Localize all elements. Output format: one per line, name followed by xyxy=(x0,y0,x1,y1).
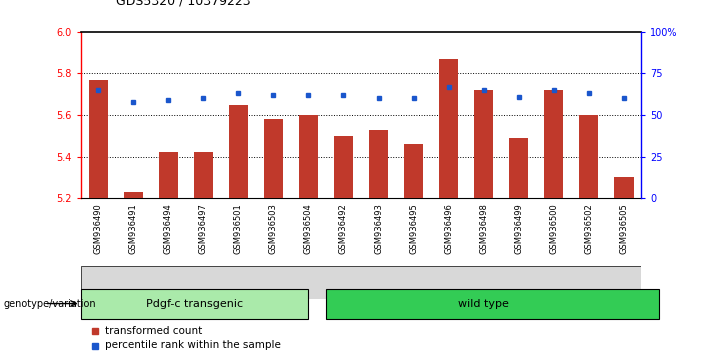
Bar xyxy=(229,105,248,198)
Text: GSM936505: GSM936505 xyxy=(620,204,628,254)
Text: wild type: wild type xyxy=(458,298,509,309)
Text: GSM936502: GSM936502 xyxy=(585,204,593,254)
Text: GSM936492: GSM936492 xyxy=(339,204,348,254)
Text: GSM936501: GSM936501 xyxy=(234,204,243,254)
Bar xyxy=(509,138,529,198)
Bar xyxy=(439,59,458,198)
Bar xyxy=(579,115,599,198)
Bar xyxy=(614,177,634,198)
Bar xyxy=(474,90,494,198)
Text: GSM936491: GSM936491 xyxy=(129,204,137,254)
Bar xyxy=(404,144,423,198)
Text: GSM936496: GSM936496 xyxy=(444,204,453,255)
Bar xyxy=(544,90,564,198)
Text: GSM936503: GSM936503 xyxy=(269,204,278,255)
Text: transformed count: transformed count xyxy=(105,326,203,336)
Bar xyxy=(81,266,641,299)
Text: GSM936504: GSM936504 xyxy=(304,204,313,254)
Bar xyxy=(264,119,283,198)
Bar xyxy=(299,115,318,198)
Bar xyxy=(123,192,143,198)
Text: GDS5320 / 10379223: GDS5320 / 10379223 xyxy=(116,0,250,7)
Text: genotype/variation: genotype/variation xyxy=(4,298,96,309)
Bar xyxy=(81,289,308,319)
Text: Pdgf-c transgenic: Pdgf-c transgenic xyxy=(146,298,243,309)
Bar xyxy=(158,153,178,198)
Text: percentile rank within the sample: percentile rank within the sample xyxy=(105,340,281,350)
Bar xyxy=(369,130,388,198)
Text: GSM936498: GSM936498 xyxy=(479,204,488,255)
Bar xyxy=(88,80,108,198)
Text: GSM936494: GSM936494 xyxy=(164,204,172,254)
Text: GSM936490: GSM936490 xyxy=(94,204,102,254)
Text: GSM936493: GSM936493 xyxy=(374,204,383,255)
Bar xyxy=(326,289,659,319)
Text: GSM936499: GSM936499 xyxy=(515,204,523,254)
Text: GSM936495: GSM936495 xyxy=(409,204,418,254)
Text: GSM936500: GSM936500 xyxy=(550,204,558,254)
Text: GSM936497: GSM936497 xyxy=(199,204,207,255)
Bar xyxy=(193,153,213,198)
Bar xyxy=(334,136,353,198)
